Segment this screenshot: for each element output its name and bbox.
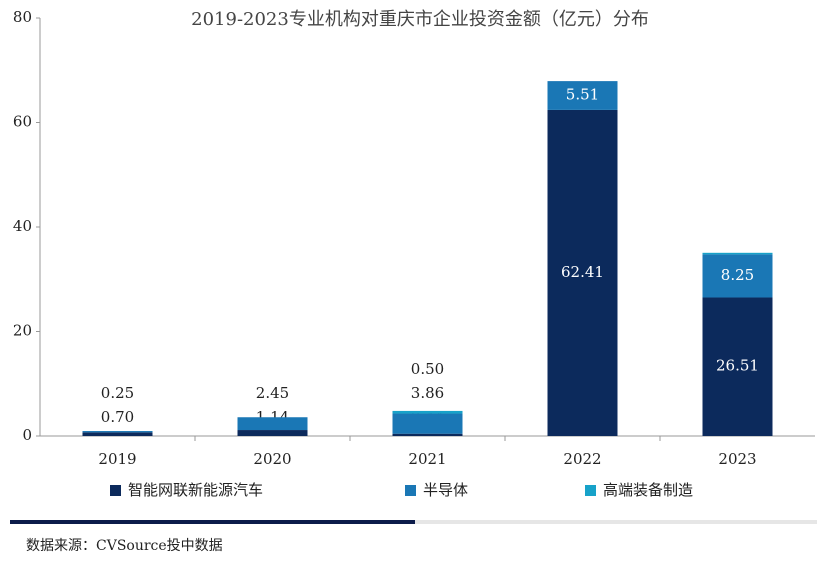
data-label: 3.86 [411, 384, 444, 402]
legend-swatch [110, 485, 121, 496]
bar-segment [392, 433, 463, 436]
bar-segment [237, 417, 308, 431]
legend-label: 半导体 [423, 481, 468, 499]
bar-segment [82, 432, 153, 436]
bar-segment [547, 81, 618, 110]
x-tick-label: 2020 [253, 450, 291, 468]
y-tick-label: 20 [13, 322, 32, 340]
x-tick-label: 2023 [718, 450, 756, 468]
y-tick-label: 0 [22, 426, 32, 444]
chart-title: 2019-2023专业机构对重庆市企业投资金额（亿元）分布 [191, 9, 649, 30]
x-tick-label: 2019 [98, 450, 136, 468]
data-label: 0.70 [101, 408, 134, 426]
data-label: 2.45 [256, 384, 289, 402]
data-label: 62.41 [561, 263, 604, 281]
source: 数据来源：CVSource投中数据 [26, 538, 223, 554]
bar-segment [237, 430, 308, 436]
bar-segment [702, 252, 773, 255]
data-label: 8.25 [721, 266, 754, 284]
legend-label: 智能网联新能源汽车 [128, 481, 263, 499]
bar-segment [392, 410, 463, 414]
y-tick-label: 80 [13, 8, 32, 26]
data-label: 5.51 [566, 86, 599, 104]
bar-segment [392, 413, 463, 434]
data-label: 0.50 [411, 360, 444, 378]
legend-swatch [405, 485, 416, 496]
x-tick-label: 2022 [563, 450, 601, 468]
data-label: 26.51 [716, 357, 759, 375]
bar-segment [547, 109, 618, 437]
data-label: 0.25 [101, 384, 134, 402]
bar-segment [702, 254, 773, 298]
bar-segment [702, 297, 773, 436]
x-tick-label: 2021 [408, 450, 446, 468]
legend-label: 高端装备制造 [603, 481, 693, 499]
bar-segment [82, 431, 153, 433]
legend-swatch [585, 485, 596, 496]
y-tick-label: 40 [13, 217, 32, 235]
y-tick-label: 60 [13, 113, 32, 131]
